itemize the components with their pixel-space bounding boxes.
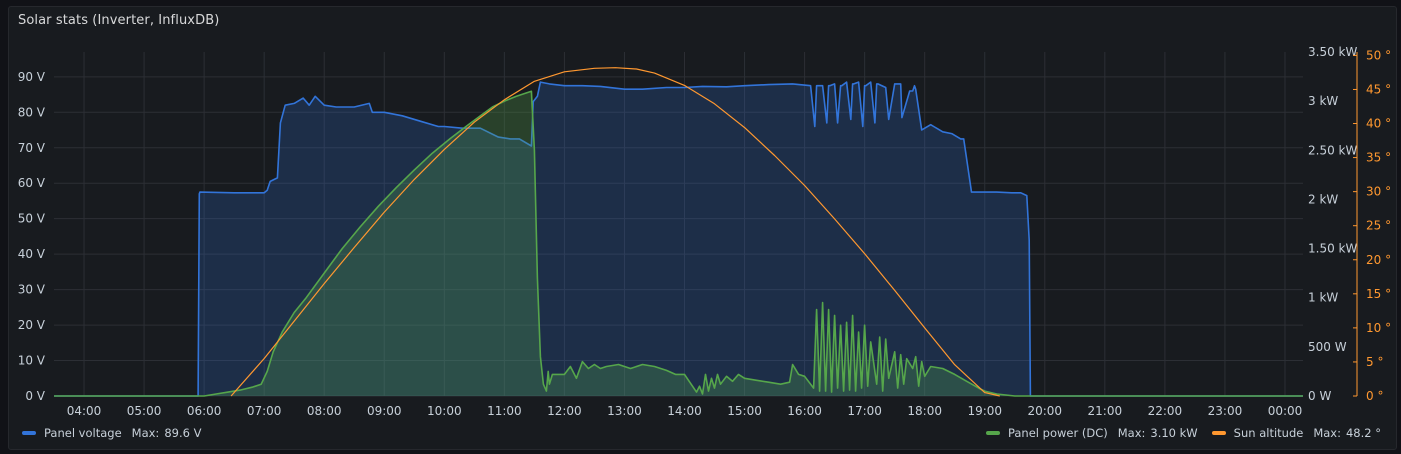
- x-tick-label: 19:00: [967, 404, 1002, 418]
- grid-lines: [54, 52, 1303, 397]
- x-tick-label: 04:00: [67, 404, 102, 418]
- y-tick-label-power: 2 kW: [1308, 192, 1338, 206]
- y-tick-label-sun: 25 °: [1366, 219, 1391, 233]
- y-tick-label-power: 1 kW: [1308, 291, 1338, 305]
- y-tick-label-left: 0 V: [25, 389, 45, 403]
- y-tick-label-sun: 5 °: [1366, 355, 1383, 369]
- y-tick-label-left: 60 V: [18, 176, 46, 190]
- y-tick-label-left: 30 V: [18, 283, 46, 297]
- legend-max-value: 3.10 kW: [1150, 426, 1198, 440]
- legend-series-name: Panel power (DC): [1007, 426, 1108, 440]
- y-tick-label-sun: 20 °: [1366, 253, 1391, 267]
- y-tick-label-left: 70 V: [18, 141, 46, 155]
- x-tick-label: 17:00: [847, 404, 882, 418]
- y-tick-label-power: 3 kW: [1308, 94, 1338, 108]
- legend-swatch-power: [985, 431, 1000, 435]
- legend-item-panel-voltage[interactable]: Panel voltage Max: 89.6 V: [22, 426, 201, 440]
- x-tick-label: 20:00: [1027, 404, 1062, 418]
- legend-left: Panel voltage Max: 89.6 V: [22, 426, 215, 440]
- y-tick-label-sun: 10 °: [1366, 321, 1391, 335]
- x-tick-label: 16:00: [787, 404, 822, 418]
- x-tick-label: 05:00: [127, 404, 162, 418]
- legend-max-label: Max:: [1117, 426, 1146, 440]
- y-tick-label-power: 1.50 kW: [1308, 242, 1357, 256]
- x-tick-label: 08:00: [307, 404, 342, 418]
- series-line-power: [54, 90, 1303, 397]
- y-tick-label-sun: 50 °: [1366, 48, 1391, 62]
- legend-max-label: Max:: [1313, 426, 1341, 440]
- chart-panel: [8, 6, 1397, 450]
- x-tick-label: 18:00: [907, 404, 942, 418]
- series-layer: [54, 67, 1303, 397]
- y-tick-label-left: 40 V: [18, 247, 46, 261]
- panel-title[interactable]: Solar stats (Inverter, InfluxDB): [18, 13, 220, 28]
- x-tick-label: 15:00: [727, 404, 762, 418]
- axis-labels: 04:00 05:00 06:00 07:00 08:00 09:00 10:00 11:00…: [18, 45, 1391, 418]
- x-tick-label: 07:00: [247, 404, 282, 418]
- legend-right: Panel power (DC) Max: 3.10 kW Sun altitu…: [985, 426, 1381, 440]
- y-tick-label-power: 3.50 kW: [1308, 45, 1357, 59]
- legend-item-sun-altitude[interactable]: Sun altitude Max: 48.2 °: [1211, 426, 1381, 440]
- legend-series-name: Sun altitude: [1233, 426, 1304, 440]
- y-tick-label-power: 500 W: [1308, 340, 1347, 354]
- x-tick-label: 12:00: [547, 404, 582, 418]
- y-tick-label-left: 50 V: [18, 212, 46, 226]
- x-tick-label: 22:00: [1148, 404, 1183, 418]
- y-tick-label-sun: 0 °: [1366, 389, 1383, 403]
- y-tick-label-power: 0 W: [1308, 389, 1331, 403]
- x-tick-label: 11:00: [487, 404, 522, 418]
- y-tick-label-sun: 40 °: [1366, 117, 1391, 131]
- legend-swatch-voltage: [22, 431, 36, 435]
- x-tick-label: 14:00: [667, 404, 702, 418]
- x-tick-label: 10:00: [427, 404, 462, 418]
- y-tick-label-power: 2.50 kW: [1308, 143, 1357, 157]
- x-tick-label: 06:00: [187, 404, 222, 418]
- x-tick-label: 21:00: [1088, 404, 1123, 418]
- y-tick-label-sun: 35 °: [1366, 151, 1391, 165]
- series-line-sun-altitude: [230, 67, 1000, 397]
- y-tick-label-left: 10 V: [18, 354, 46, 368]
- series-area-power: [54, 91, 1303, 397]
- legend-max-label: Max:: [131, 426, 160, 440]
- y-tick-label-left: 20 V: [18, 318, 46, 332]
- series-area-voltage: [54, 82, 1303, 396]
- series-line-voltage: [54, 81, 1303, 397]
- x-tick-label: 23:00: [1208, 404, 1243, 418]
- x-tick-label: 00:00: [1268, 404, 1303, 418]
- y-tick-label-sun: 45 °: [1366, 82, 1391, 96]
- legend-max-value: 89.6 V: [164, 426, 202, 440]
- x-tick-label: 13:00: [607, 404, 642, 418]
- y-tick-label-sun: 15 °: [1366, 287, 1391, 301]
- y-tick-label-sun: 30 °: [1366, 185, 1391, 199]
- legend-max-value: 48.2 °: [1345, 426, 1381, 440]
- y-tick-label-left: 90 V: [18, 70, 46, 84]
- legend-series-name: Panel voltage: [44, 426, 122, 440]
- legend-item-panel-power[interactable]: Panel power (DC) Max: 3.10 kW: [985, 426, 1198, 440]
- x-tick-label: 09:00: [367, 404, 402, 418]
- y-tick-label-left: 80 V: [18, 105, 46, 119]
- legend-swatch-sun: [1211, 431, 1226, 435]
